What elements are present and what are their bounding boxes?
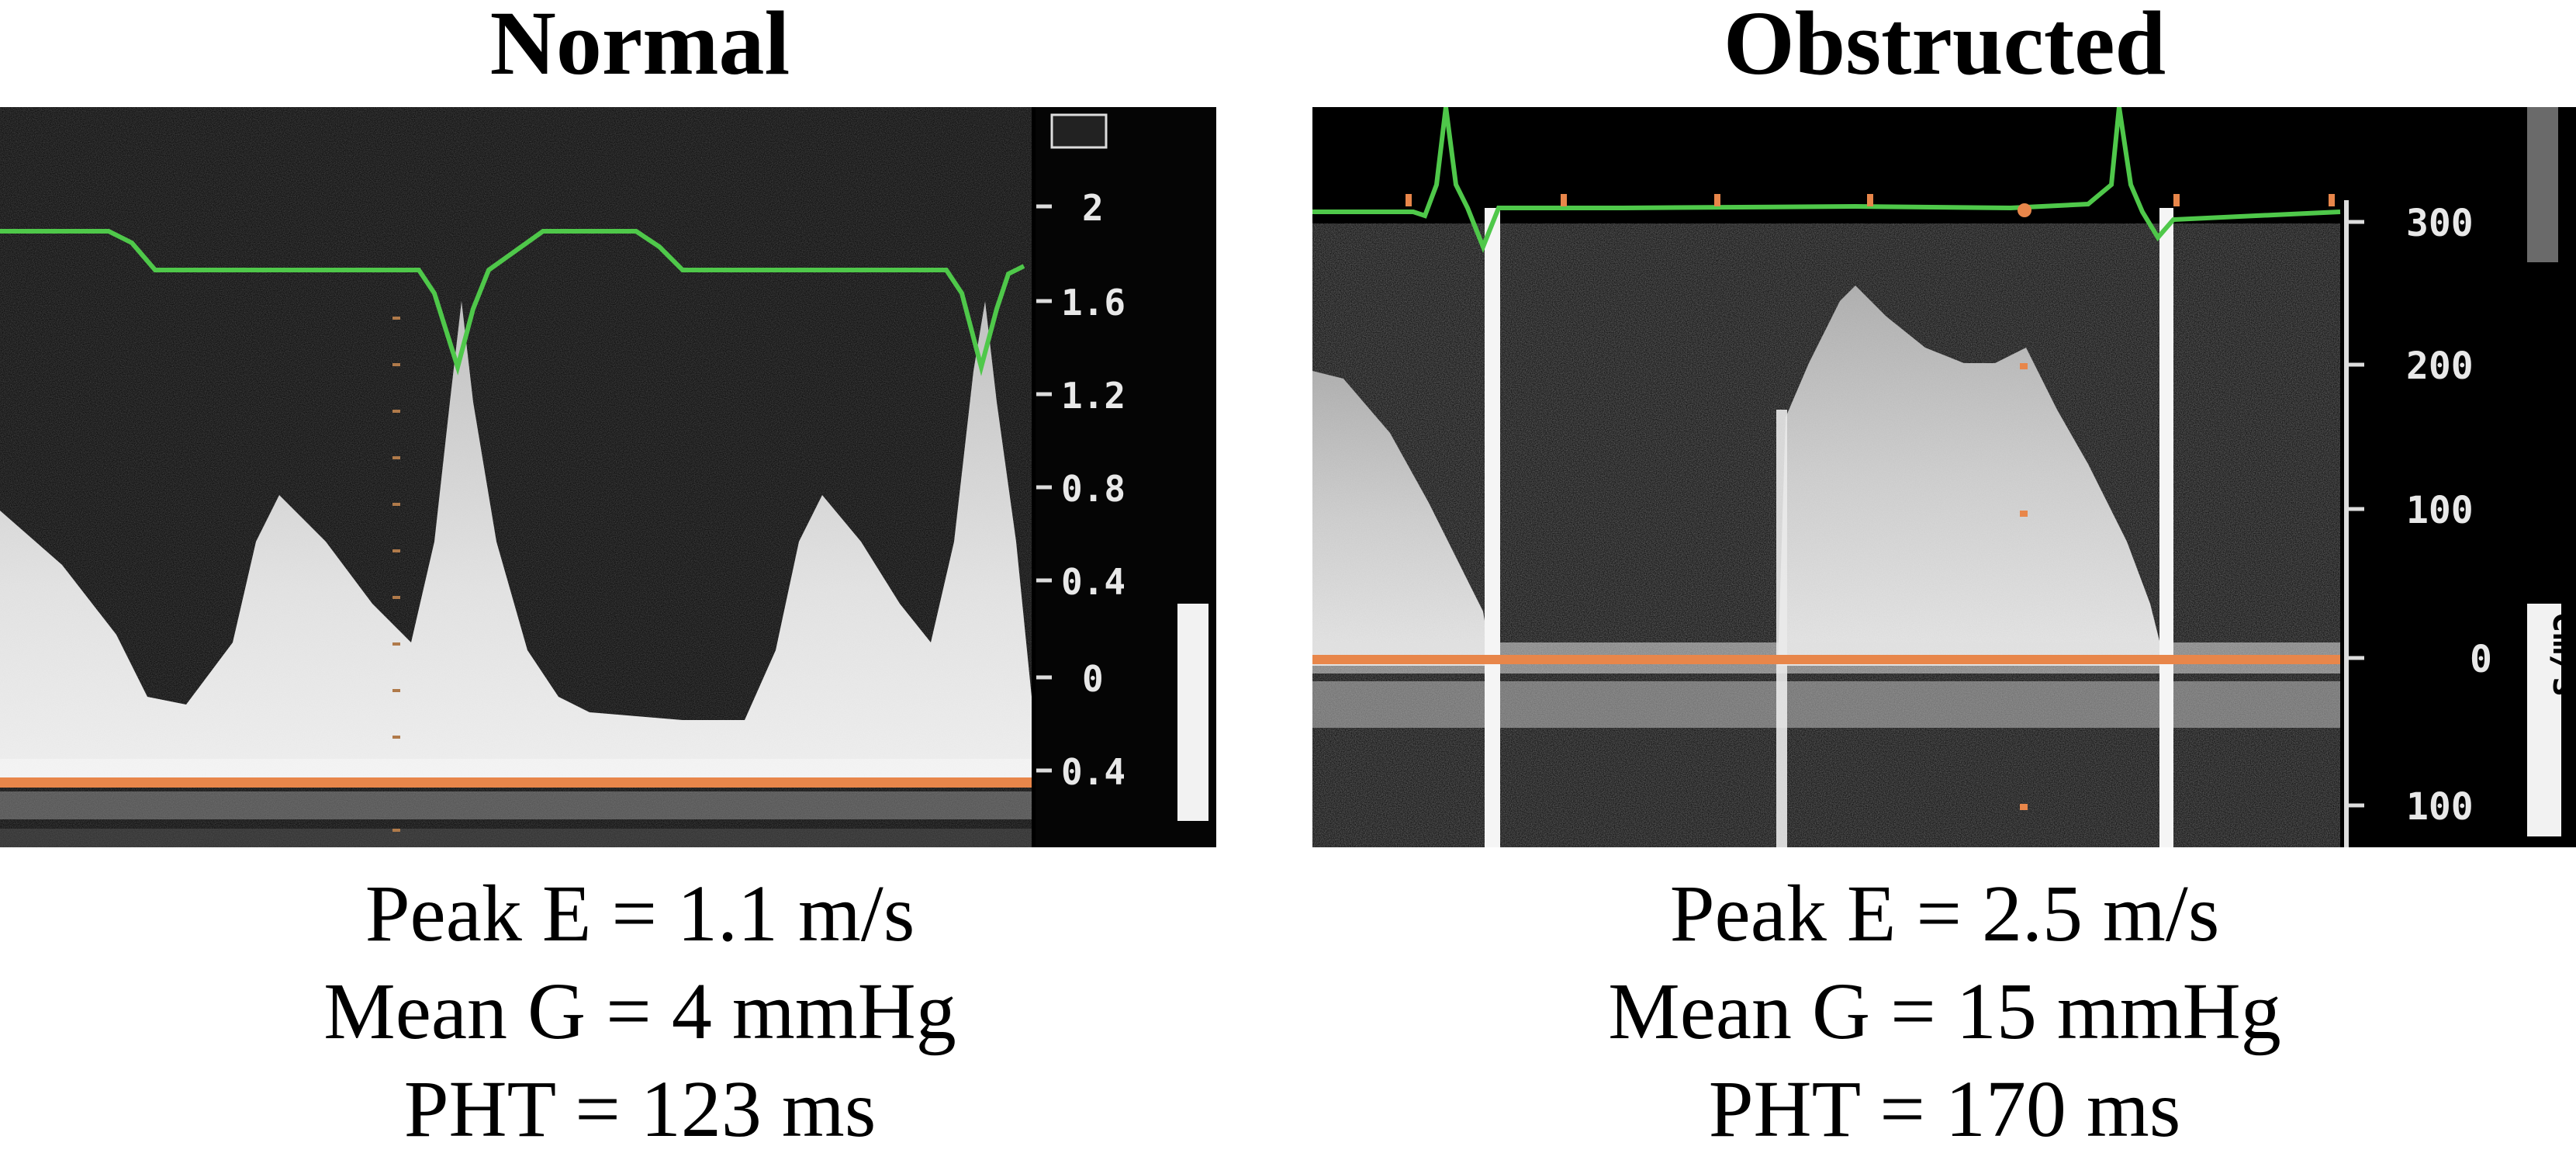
ecg-trace	[1312, 107, 2341, 254]
doppler-image-normal: 2 1.6 1.2 0.8 0.4 0 0.4	[0, 107, 1216, 847]
scale-label-normal: 0.4	[1061, 751, 1125, 793]
measurements-obstructed: Peak E = 2.5 m/s Mean G = 15 mmHg PHT = …	[1312, 865, 2576, 1158]
scale-label-normal: 0.4	[1061, 561, 1125, 603]
panel-title-normal: Normal	[489, 0, 790, 94]
doppler-spectrum	[0, 301, 1032, 779]
scale-label-obstructed: 200	[2406, 345, 2474, 388]
scale-label-normal: 0.8	[1061, 468, 1125, 510]
doppler-spectrum	[1778, 286, 2166, 666]
peak-e-normal: Peak E = 1.1 m/s	[365, 869, 915, 958]
scale-label-obstructed: 0	[2470, 638, 2492, 681]
peak-e-obstructed: Peak E = 2.5 m/s	[1669, 869, 2220, 958]
scale-label-normal: 1.6	[1061, 282, 1125, 324]
scale-label-normal: 0	[1082, 658, 1104, 700]
baseline-line	[1312, 655, 2340, 664]
measurements-normal: Peak E = 1.1 m/s Mean G = 4 mmHg PHT = 1…	[0, 865, 1280, 1158]
pressure-half-time-normal: PHT = 123 ms	[403, 1065, 877, 1154]
scale-label-obstructed: 300	[2406, 202, 2474, 245]
panel-title-obstructed: Obstructed	[1723, 0, 2166, 94]
scale-label-obstructed: 100	[2406, 785, 2474, 829]
pressure-half-time-obstructed: PHT = 170 ms	[1708, 1065, 2181, 1154]
mean-gradient-obstructed: Mean G = 15 mmHg	[1608, 967, 2281, 1056]
scale-label-obstructed: 100	[2406, 489, 2474, 532]
baseline-line	[0, 777, 1032, 788]
doppler-image-obstructed: 300 200 100 0 100 cm/s	[1312, 107, 2576, 847]
scale-unit-obstructed: cm/s	[2545, 611, 2576, 698]
doppler-spectrum	[1312, 371, 1491, 666]
scale-label-normal: 2	[1082, 187, 1104, 229]
mean-gradient-normal: Mean G = 4 mmHg	[323, 967, 956, 1056]
ecg-trace	[0, 229, 1025, 376]
scale-label-normal: 1.2	[1061, 375, 1125, 417]
